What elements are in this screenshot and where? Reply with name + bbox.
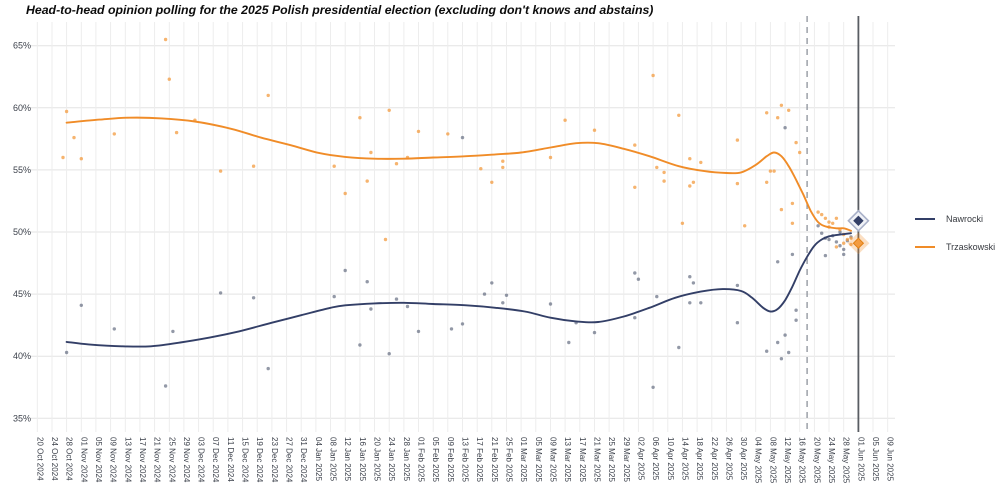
svg-text:25 Feb 2025: 25 Feb 2025 (505, 437, 514, 482)
chart-title: Head-to-head opinion polling for the 202… (26, 3, 654, 17)
vertical-gridlines (36, 22, 889, 432)
svg-text:09 Jun 2025: 09 Jun 2025 (886, 437, 895, 482)
svg-text:01 Feb 2025: 01 Feb 2025 (417, 437, 426, 482)
svg-text:08 May 2025: 08 May 2025 (768, 437, 777, 484)
svg-text:31 Dec 2024: 31 Dec 2024 (299, 437, 308, 483)
svg-text:13 Nov 2024: 13 Nov 2024 (123, 437, 132, 483)
trzaskowski-result-marker (847, 232, 870, 255)
svg-text:15 Dec 2024: 15 Dec 2024 (241, 437, 250, 483)
svg-text:07 Dec 2024: 07 Dec 2024 (211, 437, 220, 483)
svg-text:23 Dec 2024: 23 Dec 2024 (270, 437, 279, 483)
svg-text:01 Mar 2025: 01 Mar 2025 (519, 437, 528, 482)
svg-text:03 Dec 2024: 03 Dec 2024 (197, 437, 206, 483)
svg-text:24 Oct 2024: 24 Oct 2024 (50, 437, 59, 481)
svg-text:21 Feb 2025: 21 Feb 2025 (490, 437, 499, 482)
nawrocki-line-swatch (915, 218, 935, 220)
svg-text:45%: 45% (13, 289, 31, 299)
svg-text:30 Apr 2025: 30 Apr 2025 (739, 437, 748, 481)
nawrocki-poll-points (64, 126, 853, 389)
svg-text:55%: 55% (13, 165, 31, 175)
svg-text:06 Apr 2025: 06 Apr 2025 (651, 437, 660, 481)
svg-text:19 Dec 2024: 19 Dec 2024 (255, 437, 264, 483)
svg-text:05 Mar 2025: 05 Mar 2025 (534, 437, 543, 482)
svg-text:28 Oct 2024: 28 Oct 2024 (65, 437, 74, 481)
svg-text:10 Apr 2025: 10 Apr 2025 (666, 437, 675, 481)
svg-text:20 Jan 2025: 20 Jan 2025 (373, 437, 382, 482)
svg-text:25 Nov 2024: 25 Nov 2024 (167, 437, 176, 483)
legend-label-trzaskowski: Trzaskowski (946, 242, 996, 252)
svg-text:65%: 65% (13, 41, 31, 51)
svg-text:40%: 40% (13, 351, 31, 361)
svg-text:27 Dec 2024: 27 Dec 2024 (285, 437, 294, 483)
svg-text:26 Apr 2025: 26 Apr 2025 (724, 437, 733, 481)
svg-text:05 Jun 2025: 05 Jun 2025 (871, 437, 880, 482)
svg-text:12 May 2025: 12 May 2025 (783, 437, 792, 484)
y-axis-labels: 35% 40% 45% 50% 55% 60% 65% (13, 41, 31, 424)
svg-text:17 Feb 2025: 17 Feb 2025 (475, 437, 484, 482)
svg-text:21 Nov 2024: 21 Nov 2024 (153, 437, 162, 483)
legend-item-trzaskowski: Trzaskowski (915, 242, 995, 252)
svg-text:21 Mar 2025: 21 Mar 2025 (593, 437, 602, 482)
svg-text:20 Oct 2024: 20 Oct 2024 (35, 437, 44, 481)
svg-text:28 May 2025: 28 May 2025 (842, 437, 851, 484)
legend-label-nawrocki: Nawrocki (946, 214, 984, 224)
x-axis-labels: 20 Oct 2024 24 Oct 2024 28 Oct 2024 01 Nov … (35, 437, 894, 484)
svg-text:17 Nov 2024: 17 Nov 2024 (138, 437, 147, 483)
svg-text:18 Apr 2025: 18 Apr 2025 (695, 437, 704, 481)
svg-text:50%: 50% (13, 227, 31, 237)
svg-text:01 Jun 2025: 01 Jun 2025 (856, 437, 865, 482)
svg-text:08 Jan 2025: 08 Jan 2025 (329, 437, 338, 482)
svg-text:29 Mar 2025: 29 Mar 2025 (622, 437, 631, 482)
svg-text:13 Mar 2025: 13 Mar 2025 (563, 437, 572, 482)
legend-item-nawrocki: Nawrocki (915, 214, 983, 224)
svg-text:12 Jan 2025: 12 Jan 2025 (343, 437, 352, 482)
nawrocki-result-marker (847, 209, 870, 232)
svg-text:14 Apr 2025: 14 Apr 2025 (680, 437, 689, 481)
svg-text:16 May 2025: 16 May 2025 (798, 437, 807, 484)
svg-text:17 Mar 2025: 17 Mar 2025 (578, 437, 587, 482)
trzaskowski-line-swatch (915, 246, 935, 248)
svg-text:22 Apr 2025: 22 Apr 2025 (710, 437, 719, 481)
svg-text:04 May 2025: 04 May 2025 (754, 437, 763, 484)
svg-text:16 Jan 2025: 16 Jan 2025 (358, 437, 367, 482)
svg-text:04 Jan 2025: 04 Jan 2025 (314, 437, 323, 482)
svg-text:11 Dec 2024: 11 Dec 2024 (226, 437, 235, 482)
trzaskowski-poll-points (61, 37, 853, 249)
svg-text:29 Nov 2024: 29 Nov 2024 (182, 437, 191, 483)
svg-text:02 Apr 2025: 02 Apr 2025 (636, 437, 645, 481)
svg-text:25 Mar 2025: 25 Mar 2025 (607, 437, 616, 482)
svg-text:20 May 2025: 20 May 2025 (812, 437, 821, 484)
svg-text:24 May 2025: 24 May 2025 (827, 437, 836, 484)
svg-text:09 Feb 2025: 09 Feb 2025 (446, 437, 455, 482)
svg-text:35%: 35% (13, 413, 31, 423)
trzaskowski-trend-line (65, 116, 852, 232)
svg-text:05 Nov 2024: 05 Nov 2024 (94, 437, 103, 483)
svg-text:28 Jan 2025: 28 Jan 2025 (402, 437, 411, 482)
svg-text:09 Nov 2024: 09 Nov 2024 (109, 437, 118, 483)
svg-text:01 Nov 2024: 01 Nov 2024 (79, 437, 88, 483)
svg-text:13 Feb 2025: 13 Feb 2025 (461, 437, 470, 482)
svg-text:05 Feb 2025: 05 Feb 2025 (431, 437, 440, 482)
svg-text:60%: 60% (13, 103, 31, 113)
svg-text:09 Mar 2025: 09 Mar 2025 (549, 437, 558, 482)
nawrocki-trend-line (65, 232, 852, 348)
svg-text:24 Jan 2025: 24 Jan 2025 (387, 437, 396, 482)
